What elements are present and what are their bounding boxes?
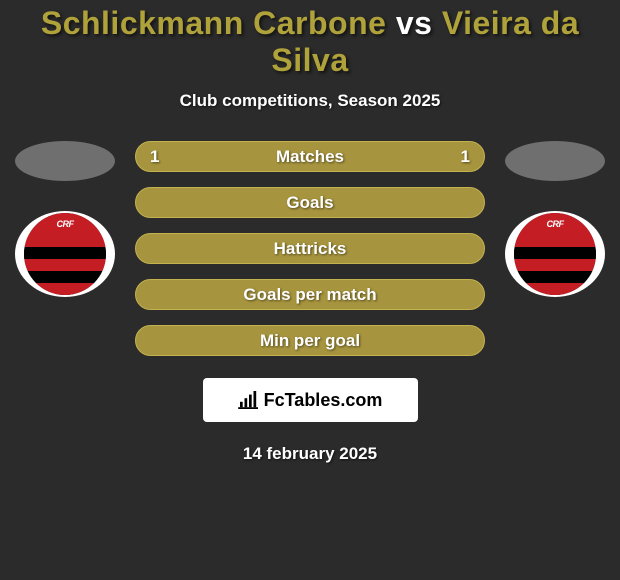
stat-bar-min-per-goal: Min per goal <box>135 325 485 356</box>
badge-stripe <box>24 271 106 283</box>
badge-stripe <box>514 271 596 283</box>
stat-bar-goals: Goals <box>135 187 485 218</box>
club-badge-inner: CRF <box>24 213 106 295</box>
stat-right-value: 1 <box>461 147 470 167</box>
stat-bar-matches: 1 Matches 1 <box>135 141 485 172</box>
stat-label: Matches <box>276 147 344 167</box>
stat-bar-goals-per-match: Goals per match <box>135 279 485 310</box>
club-badge-top: CRF <box>24 213 106 235</box>
stat-label: Min per goal <box>260 331 360 351</box>
player2-club-badge: CRF <box>505 211 605 297</box>
left-column: CRF <box>15 141 115 297</box>
stat-bar-hattricks: Hattricks <box>135 233 485 264</box>
stats-column: 1 Matches 1 Goals Hattricks Goals per ma… <box>135 141 485 356</box>
badge-stripe <box>24 259 106 271</box>
stat-label: Goals per match <box>243 285 376 305</box>
badge-stripe <box>514 283 596 295</box>
stat-label: Hattricks <box>274 239 347 259</box>
player2-ellipse <box>505 141 605 181</box>
badge-stripe <box>24 235 106 247</box>
right-column: CRF <box>505 141 605 297</box>
stat-label: Goals <box>286 193 333 213</box>
date-text: 14 february 2025 <box>0 444 620 464</box>
club-initials: CRF <box>547 219 564 229</box>
badge-stripe <box>514 247 596 259</box>
player1-club-badge: CRF <box>15 211 115 297</box>
badge-stripe <box>514 259 596 271</box>
vs-text: vs <box>396 5 433 41</box>
badge-stripe <box>24 283 106 295</box>
brand-text: FcTables.com <box>264 390 383 411</box>
chart-icon <box>238 391 260 409</box>
club-badge-top: CRF <box>514 213 596 235</box>
stat-left-value: 1 <box>150 147 159 167</box>
player1-ellipse <box>15 141 115 181</box>
club-initials: CRF <box>57 219 74 229</box>
comparison-title: Schlickmann Carbone vs Vieira da Silva <box>0 5 620 79</box>
badge-stripe <box>24 247 106 259</box>
brand-box: FcTables.com <box>203 378 418 422</box>
club-badge-inner: CRF <box>514 213 596 295</box>
badge-stripe <box>514 235 596 247</box>
player1-name: Schlickmann Carbone <box>41 5 387 41</box>
subtitle: Club competitions, Season 2025 <box>0 91 620 111</box>
